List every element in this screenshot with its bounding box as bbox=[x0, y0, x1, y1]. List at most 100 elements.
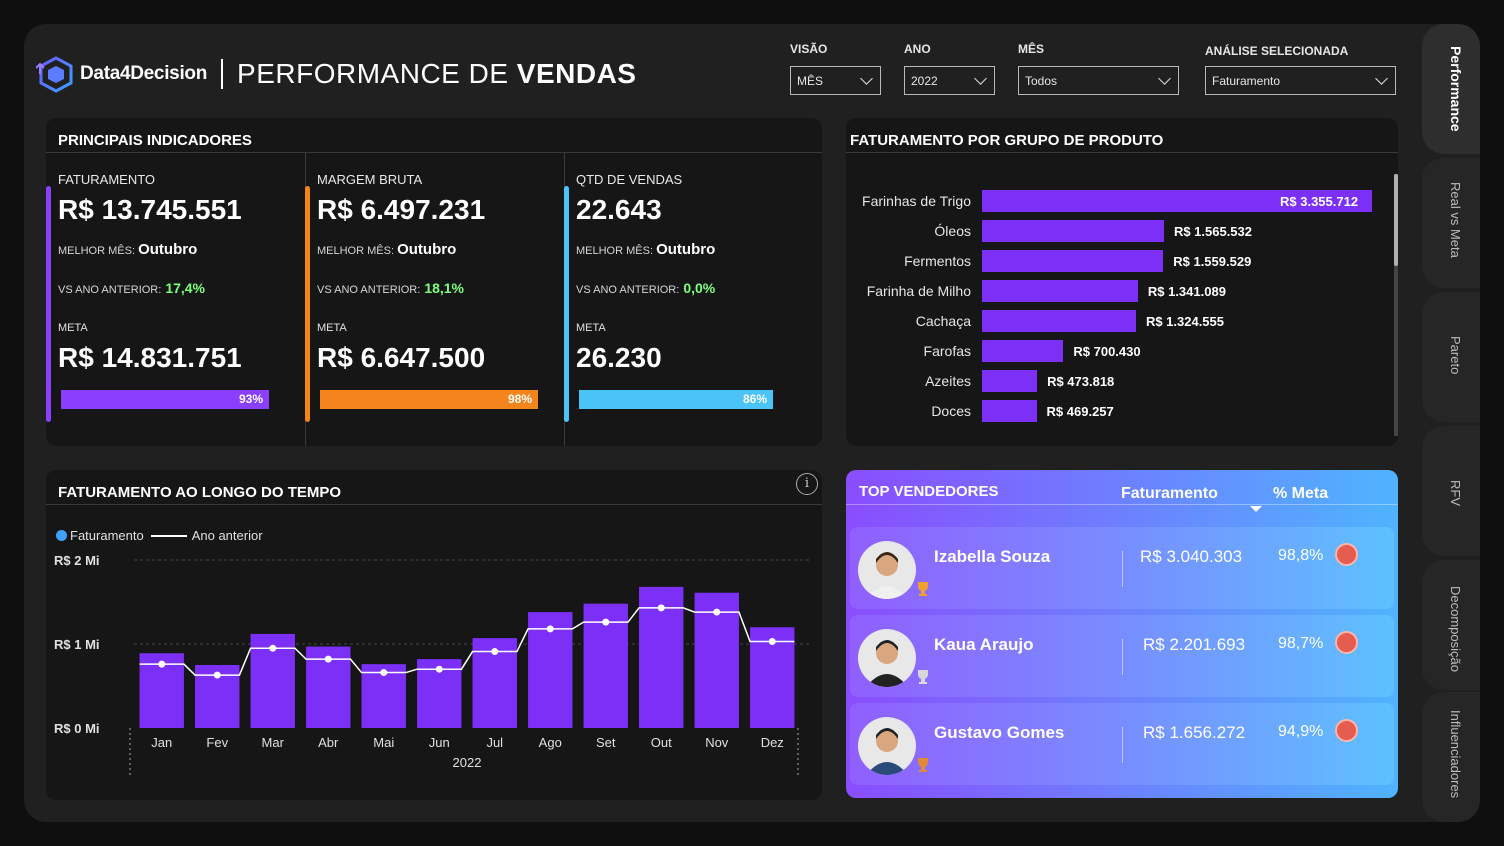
nav-tab[interactable]: Pareto bbox=[1422, 292, 1480, 422]
product-bar[interactable] bbox=[982, 400, 1037, 422]
kpi-progress-bar: 93% bbox=[61, 390, 269, 409]
chart-legend: Faturamento Ano anterior bbox=[56, 528, 263, 543]
x-axis-label: 2022 bbox=[453, 755, 482, 770]
timeline-chart: R$ 0 Mi R$ 1 Mi R$ 2 Mi Jan Fev Mar Abr Mai Jun J… bbox=[54, 553, 810, 776]
point-ano-anterior[interactable] bbox=[713, 608, 721, 616]
divider bbox=[46, 504, 822, 505]
kpi-column: MARGEM BRUTA R$ 6.497.231 MELHOR MÊS: Outu… bbox=[305, 152, 564, 446]
kpi-best-month: MELHOR MÊS: Outubro bbox=[576, 241, 716, 258]
legend-line-icon bbox=[150, 534, 187, 537]
kpi-card: PRINCIPAIS INDICADORES FATURAMENTO R$ 13.… bbox=[46, 118, 822, 446]
kpi-meta-label: META bbox=[58, 322, 88, 334]
point-ano-anterior[interactable] bbox=[602, 618, 610, 626]
info-icon[interactable]: i bbox=[796, 473, 818, 495]
product-bar[interactable] bbox=[982, 250, 1164, 272]
kpi-meta-label: META bbox=[576, 322, 606, 334]
point-ano-anterior[interactable] bbox=[657, 604, 665, 612]
divider bbox=[1122, 727, 1123, 763]
seller-faturamento: R$ 3.040.303 bbox=[1140, 547, 1243, 566]
sellers-title: TOP VENDEDORES bbox=[859, 483, 999, 500]
kpi-meta-value: R$ 6.647.500 bbox=[317, 342, 486, 373]
product-value: R$ 1.324.555 bbox=[1145, 314, 1225, 329]
kpi-progress-bar: 98% bbox=[320, 390, 538, 409]
visao-select[interactable]: MÊS bbox=[790, 66, 881, 95]
point-ano-anterior[interactable] bbox=[269, 644, 277, 652]
divider bbox=[846, 504, 1398, 505]
x-tick-label: Set bbox=[596, 735, 616, 750]
filter-label: MÊS bbox=[1018, 42, 1045, 56]
product-bar[interactable] bbox=[982, 370, 1038, 392]
filter-ano: ANO 2022 bbox=[904, 42, 995, 95]
point-ano-anterior[interactable] bbox=[768, 637, 776, 645]
kpi-vs-previous: VS ANO ANTERIOR: 0,0% bbox=[576, 280, 716, 296]
seller-faturamento: R$ 1.656.272 bbox=[1143, 723, 1246, 742]
x-tick-label: Mar bbox=[262, 735, 285, 750]
sellers-card: TOP VENDEDORES Faturamento % Meta Izabel… bbox=[846, 470, 1398, 798]
point-ano-anterior[interactable] bbox=[546, 625, 554, 633]
product-label: Cachaça bbox=[915, 313, 971, 329]
nav-tab[interactable]: Decomposição bbox=[1422, 560, 1480, 690]
kpi-accent-bar bbox=[46, 186, 51, 422]
nav-tab[interactable]: Performance bbox=[1422, 24, 1480, 154]
seller-row[interactable]: Kaua Araujo R$ 2.201.693 98,7% bbox=[850, 615, 1394, 697]
kpi-column: FATURAMENTO R$ 13.745.551 MELHOR MÊS: Outu… bbox=[46, 152, 305, 446]
filter-label: VISÃO bbox=[790, 42, 828, 56]
product-value: R$ 1.341.089 bbox=[1147, 284, 1226, 299]
kpi-vs-previous: VS ANO ANTERIOR: 17,4% bbox=[58, 280, 206, 296]
x-tick-label: Fev bbox=[206, 735, 228, 750]
nav-tab-label: Pareto bbox=[1448, 336, 1463, 375]
product-bar[interactable] bbox=[982, 280, 1138, 302]
filter-visao: VISÃO MÊS bbox=[790, 42, 881, 95]
analise-select[interactable]: Faturamento bbox=[1205, 66, 1396, 95]
product-value: R$ 469.257 bbox=[1046, 404, 1114, 419]
scrollbar-thumb[interactable] bbox=[1394, 174, 1398, 266]
page-title: PERFORMANCE DE VENDAS bbox=[237, 58, 637, 89]
col-meta[interactable]: % Meta bbox=[1273, 485, 1329, 502]
nav-tab[interactable]: RFV bbox=[1422, 426, 1480, 556]
seller-name: Gustavo Gomes bbox=[934, 723, 1065, 742]
y-tick-label: R$ 1 Mi bbox=[54, 637, 100, 652]
status-dot-icon bbox=[1335, 719, 1358, 742]
point-ano-anterior[interactable] bbox=[324, 655, 332, 663]
x-tick-label: Dez bbox=[761, 735, 784, 750]
kpi-label: QTD DE VENDAS bbox=[576, 172, 683, 187]
trophy-icon bbox=[916, 757, 930, 773]
product-card: FATURAMENTO POR GRUPO DE PRODUTO Farinha… bbox=[846, 118, 1398, 446]
nav-tab[interactable]: Real vs Meta bbox=[1422, 158, 1480, 288]
seller-row[interactable]: Gustavo Gomes R$ 1.656.272 94,9% bbox=[850, 703, 1394, 785]
point-ano-anterior[interactable] bbox=[158, 660, 166, 668]
point-ano-anterior[interactable] bbox=[435, 665, 443, 673]
avatar bbox=[858, 541, 916, 599]
product-value: R$ 700.430 bbox=[1073, 344, 1141, 359]
avatar bbox=[858, 717, 916, 775]
kpi-value: 22.643 bbox=[576, 194, 662, 225]
filter-label: ANO bbox=[904, 42, 931, 56]
kpi-value: R$ 13.745.551 bbox=[58, 194, 242, 225]
col-faturamento[interactable]: Faturamento bbox=[1121, 485, 1218, 502]
product-bar[interactable] bbox=[982, 310, 1136, 332]
point-ano-anterior[interactable] bbox=[380, 669, 388, 677]
legend-previous: Ano anterior bbox=[191, 528, 263, 543]
product-bar[interactable] bbox=[982, 220, 1164, 242]
chevron-down-icon bbox=[1158, 71, 1171, 85]
point-ano-anterior[interactable] bbox=[491, 648, 499, 656]
scrollbar-track[interactable] bbox=[1394, 174, 1398, 436]
dashboard: Data4Decision PERFORMANCE DE VENDAS VISÃ… bbox=[24, 24, 1480, 822]
product-bar[interactable] bbox=[982, 190, 1372, 212]
sort-desc-icon[interactable] bbox=[1250, 506, 1262, 512]
trophy-icon bbox=[916, 581, 930, 597]
timeline-card: FATURAMENTO AO LONGO DO TEMPO i Faturame… bbox=[46, 470, 822, 800]
x-tick-label: Jan bbox=[151, 735, 172, 750]
product-label: Farinhas de Trigo bbox=[862, 193, 971, 209]
nav-tab[interactable]: Influenciadores bbox=[1422, 692, 1480, 822]
divider bbox=[1122, 639, 1123, 675]
point-ano-anterior[interactable] bbox=[213, 671, 221, 679]
kpi-vs-previous: VS ANO ANTERIOR: 18,1% bbox=[317, 280, 465, 296]
ano-select[interactable]: 2022 bbox=[904, 66, 995, 95]
filter-label: ANÁLISE SELECIONADA bbox=[1205, 44, 1349, 58]
kpi-meta-label: META bbox=[317, 322, 347, 334]
seller-row[interactable]: Izabella Souza R$ 3.040.303 98,8% bbox=[850, 527, 1394, 609]
kpi-value: R$ 6.497.231 bbox=[317, 194, 486, 225]
product-bar[interactable] bbox=[982, 340, 1064, 362]
mes-select[interactable]: Todos bbox=[1018, 66, 1179, 95]
